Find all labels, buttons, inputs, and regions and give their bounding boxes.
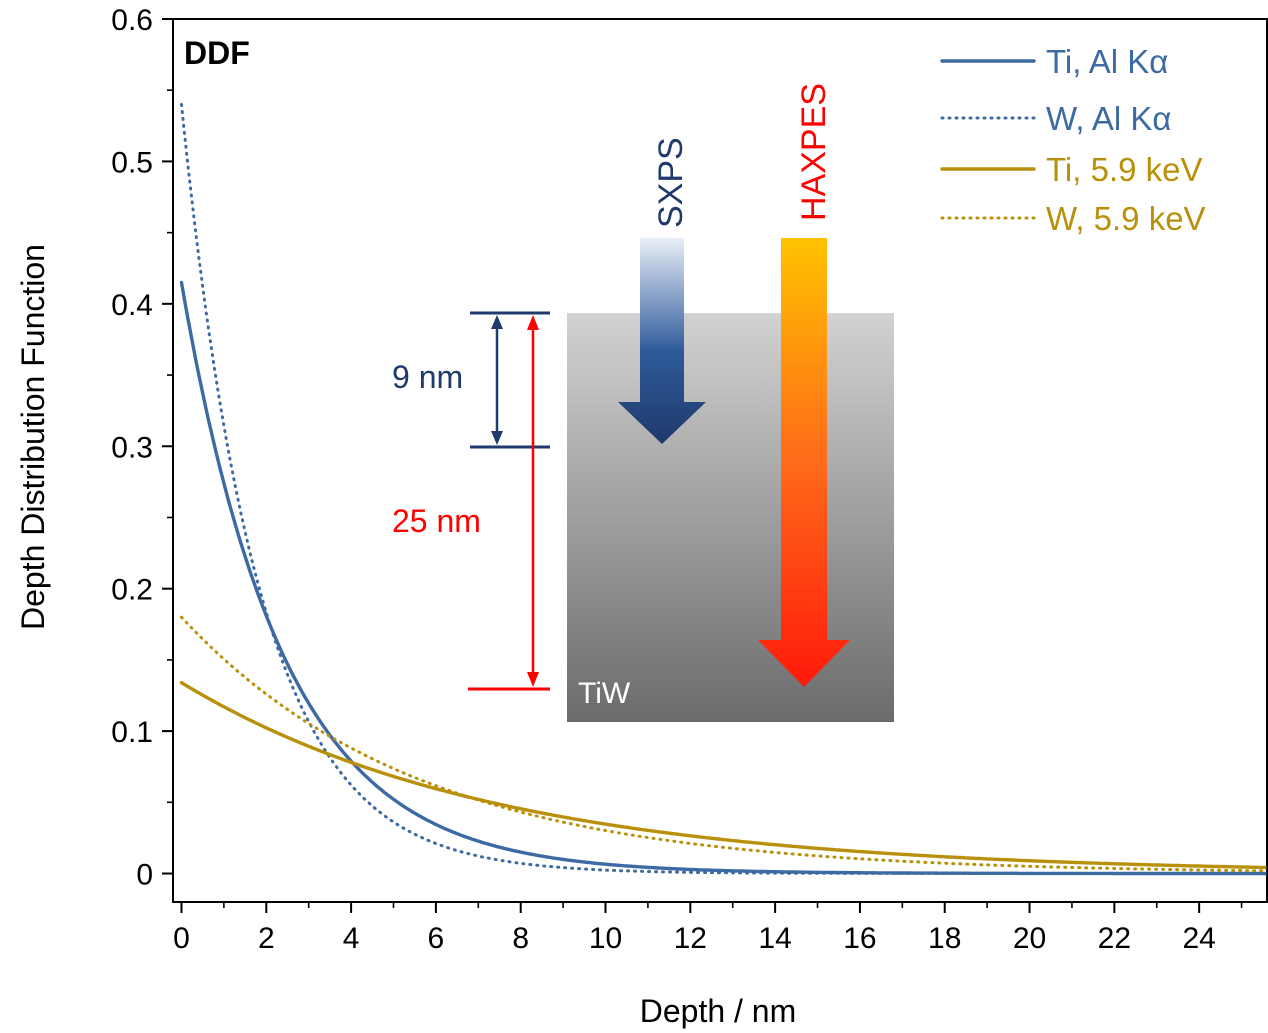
y-tick-label: 0.3 (111, 431, 153, 464)
x-tick-label: 2 (258, 922, 275, 955)
y-tick-label: 0.1 (111, 716, 153, 749)
x-tick-label: 4 (343, 922, 360, 955)
legend-label: W, Al Kα (1046, 100, 1171, 137)
haxpes-depth-arrowhead-up (527, 315, 539, 330)
x-tick-label: 0 (173, 922, 190, 955)
sxps-depth-label: 9 nm (392, 359, 463, 395)
tiw-sample-label: TiW (578, 677, 631, 710)
y-tick-label: 0.6 (111, 4, 153, 37)
x-axis: 0 2 4 6 8 10 12 14 16 18 20 22 24 (173, 902, 1243, 955)
series-curves (179, 103, 1267, 876)
legend-label: W, 5.9 keV (1046, 200, 1206, 237)
legend: Ti, Al Kα W, Al Kα Ti, 5.9 keV W, 5.9 keV (940, 43, 1206, 237)
x-tick-label: 18 (928, 922, 961, 955)
y-axis-title: Depth Distribution Function (15, 244, 51, 630)
y-axis: 0 0.1 0.2 0.3 0.4 0.5 0.6 (111, 4, 173, 892)
sxps-arrow (618, 238, 706, 444)
sxps-label: SXPS (652, 137, 690, 228)
series-line (180, 103, 1267, 875)
legend-label: Ti, 5.9 keV (1046, 151, 1203, 188)
tiw-schematic: TiW SXPS HAXPES 9 nm 25 nm (392, 83, 894, 722)
chart-title: DDF (184, 35, 250, 71)
x-axis-title: Depth / nm (640, 993, 797, 1029)
x-tick-label: 20 (1013, 922, 1046, 955)
tiw-sample-block (567, 313, 894, 722)
x-tick-label: 24 (1182, 922, 1215, 955)
legend-label: Ti, Al Kα (1046, 43, 1168, 80)
y-tick-label: 0.4 (111, 289, 153, 322)
haxpes-depth-arrowhead-down (527, 672, 539, 687)
sxps-depth-arrowhead-down (491, 431, 503, 445)
y-tick-label: 0 (136, 859, 153, 892)
x-tick-label: 14 (758, 922, 791, 955)
y-tick-label: 0.5 (111, 146, 153, 179)
plot-frame (172, 18, 1268, 903)
x-tick-label: 22 (1098, 922, 1131, 955)
haxpes-depth-label: 25 nm (392, 503, 481, 539)
x-tick-label: 16 (843, 922, 876, 955)
haxpes-label: HAXPES (795, 83, 833, 221)
series-line (180, 615, 1267, 873)
haxpes-arrow (758, 238, 850, 687)
series-line (179, 681, 1267, 870)
x-tick-label: 12 (674, 922, 707, 955)
x-tick-label: 6 (428, 922, 445, 955)
y-tick-label: 0.2 (111, 574, 153, 607)
x-tick-label: 10 (589, 922, 622, 955)
x-tick-label: 8 (512, 922, 529, 955)
sxps-depth-arrowhead-up (491, 315, 503, 329)
